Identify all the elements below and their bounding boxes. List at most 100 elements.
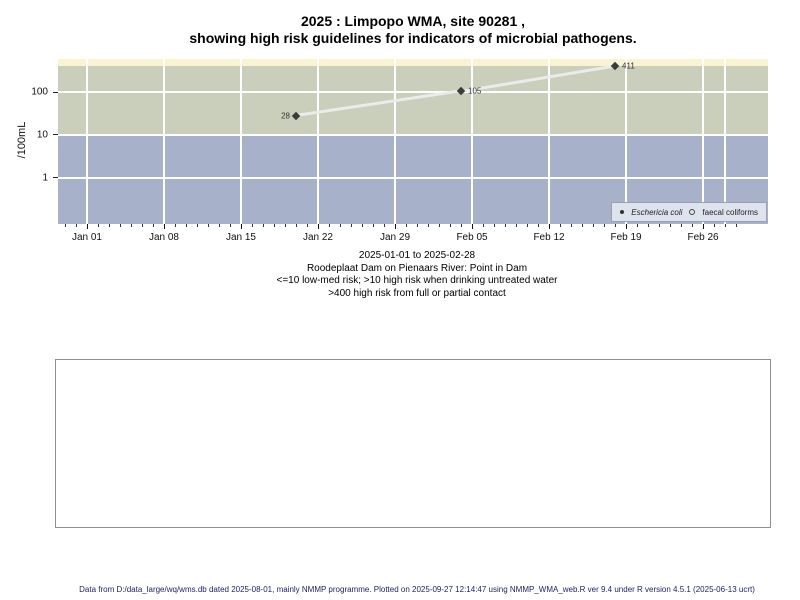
vertical-gridline <box>702 59 705 224</box>
vertical-gridline <box>239 59 242 224</box>
x-axis-minor-tick <box>615 224 617 227</box>
legend-label-ecoli: Eschericia coli <box>631 207 683 217</box>
x-axis-minor-tick <box>406 224 407 227</box>
x-axis-minor-tick <box>450 224 452 227</box>
data-point-value-label: 28 <box>281 111 290 121</box>
horizontal-gridline <box>58 91 768 93</box>
caption-risk-guideline-2: >400 high risk from full or partial cont… <box>328 287 506 299</box>
x-axis-tick-label: Jan 15 <box>225 232 256 243</box>
vertical-gridline <box>162 59 165 224</box>
x-axis-minor-tick <box>670 224 672 227</box>
x-axis-minor-tick <box>461 224 463 227</box>
x-axis-tick-label: Feb 19 <box>610 232 642 243</box>
chart-title: 2025 : Limpopo WMA, site 90281 , showing… <box>13 13 800 46</box>
x-axis-minor-tick <box>505 224 507 227</box>
vertical-gridline <box>625 59 628 224</box>
x-axis-major-tick <box>240 224 242 229</box>
x-axis-minor-tick <box>130 224 132 227</box>
x-axis-major-tick <box>163 224 165 229</box>
x-axis-minor-tick <box>428 224 429 227</box>
x-axis-minor-tick <box>571 224 573 227</box>
x-axis-minor-tick <box>340 224 341 227</box>
ecoli-marker-icon <box>620 210 625 214</box>
x-axis-minor-tick <box>207 224 209 227</box>
x-axis-minor-tick <box>714 224 716 227</box>
y-axis-tick <box>53 91 58 93</box>
x-axis-minor-tick <box>439 224 440 227</box>
horizontal-gridline <box>58 133 768 136</box>
x-axis-minor-tick <box>659 224 661 227</box>
risk-band <box>58 59 768 67</box>
x-axis-major-tick <box>703 224 705 229</box>
x-axis-minor-tick <box>516 224 518 227</box>
x-axis-minor-tick <box>141 224 143 227</box>
vertical-gridline <box>548 59 551 224</box>
x-axis-minor-tick <box>582 224 584 227</box>
x-axis-minor-tick <box>64 224 66 227</box>
x-axis-minor-tick <box>527 224 529 227</box>
x-axis-minor-tick <box>152 224 154 227</box>
chart-title-line1: 2025 : Limpopo WMA, site 90281 , <box>300 13 526 29</box>
x-axis-minor-tick <box>384 224 385 227</box>
x-axis-tick-label: Feb 12 <box>533 232 565 243</box>
faecal-coliforms-marker-icon <box>689 209 696 215</box>
x-axis: Jan 01 Jan 08 Jan 15 Jan 22 Jan 29 Feb 05 Feb … <box>58 224 770 250</box>
x-axis-tick-label: Jan 08 <box>148 232 179 243</box>
y-axis-tick <box>53 177 58 179</box>
x-axis-minor-tick <box>725 224 727 227</box>
footer-text: Data from D:/data_large/wq/wms.db dated … <box>79 585 755 594</box>
vertical-gridline <box>724 59 727 224</box>
x-axis-minor-tick <box>75 224 77 227</box>
legend: Eschericia coli faecal coliforms <box>611 202 767 222</box>
x-axis-minor-tick <box>97 224 99 227</box>
vertical-gridline <box>316 59 319 224</box>
vertical-gridline <box>85 59 88 224</box>
x-axis-tick-label: Jan 29 <box>379 232 411 243</box>
y-axis-title: /100mL <box>16 121 28 159</box>
x-axis-minor-tick <box>560 224 562 227</box>
x-axis-minor-tick <box>284 224 286 227</box>
y-axis-tick <box>53 134 58 136</box>
x-axis-minor-tick <box>328 224 330 227</box>
x-axis-minor-tick <box>229 224 231 227</box>
x-axis-minor-tick <box>604 224 606 227</box>
x-axis-minor-tick <box>251 224 253 227</box>
x-axis-minor-tick <box>736 224 738 227</box>
y-axis-tick-label: 1 <box>42 172 48 184</box>
x-axis-minor-tick <box>185 224 187 227</box>
data-point-value-label: 411 <box>622 61 635 71</box>
y-axis: 1 10 100 <box>0 59 58 224</box>
x-axis-tick-label: Jan 22 <box>302 232 333 243</box>
empty-notes-box <box>55 359 771 528</box>
x-axis-minor-tick <box>417 224 418 227</box>
x-axis-tick-label: Feb 05 <box>456 232 488 243</box>
caption: 2025-01-01 to 2025-02-28 Roodeplaat Dam … <box>17 250 800 300</box>
x-axis-tick-label: Jan 01 <box>71 232 102 243</box>
x-axis-major-tick <box>626 224 628 229</box>
caption-risk-guideline-1: <=10 low-med risk; >10 high risk when dr… <box>276 275 558 287</box>
legend-label-faecal-coliforms: faecal coliforms <box>702 207 758 217</box>
x-axis-minor-tick <box>692 224 694 227</box>
x-axis-minor-tick <box>351 224 352 227</box>
plot-area: Eschericia coli faecal coliforms 28 105 41… <box>58 59 768 224</box>
x-axis-minor-tick <box>373 224 374 227</box>
x-axis-minor-tick <box>273 224 275 227</box>
x-axis-minor-tick <box>494 224 496 227</box>
x-axis-minor-tick <box>196 224 198 227</box>
x-axis-major-tick <box>86 224 88 229</box>
x-axis-major-tick <box>549 224 551 229</box>
chart-title-line2: showing high risk guidelines for indicat… <box>189 29 637 46</box>
x-axis-minor-tick <box>593 224 595 227</box>
x-axis-minor-tick <box>174 224 176 227</box>
x-axis-minor-tick <box>483 224 485 227</box>
x-axis-major-tick <box>395 224 396 229</box>
y-axis-tick-label: 100 <box>31 86 48 98</box>
x-axis-minor-tick <box>648 224 650 227</box>
x-axis-minor-tick <box>637 224 639 227</box>
horizontal-gridline <box>58 176 768 179</box>
x-axis-major-tick <box>472 224 474 229</box>
x-axis-tick-label: Feb 26 <box>687 232 719 243</box>
x-axis-minor-tick <box>295 224 297 227</box>
caption-site-description: Roodeplaat Dam on Pienaars River: Point … <box>306 262 528 274</box>
